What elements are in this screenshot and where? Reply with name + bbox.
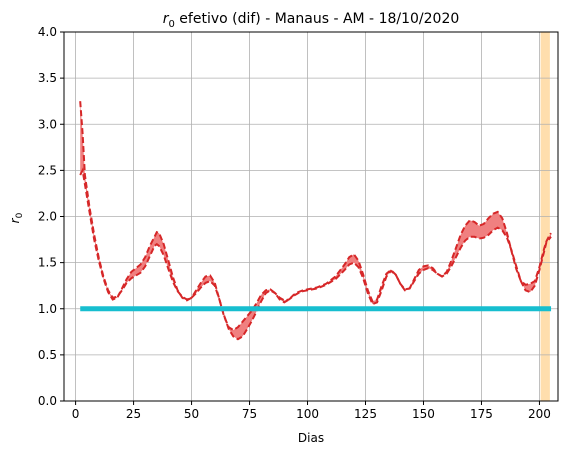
y-tick-label: 1.5 (38, 256, 57, 270)
y-tick-label: 0.0 (38, 394, 57, 408)
chart-title-text: efetivo (dif) - Manaus - AM - 18/10/2020 (175, 11, 459, 27)
y-tick-label: 3.5 (38, 71, 57, 85)
chart-title: r0 efetivo (dif) - Manaus - AM - 18/10/2… (163, 11, 460, 30)
x-tick-label: 100 (296, 407, 319, 421)
y-tick-label: 2.5 (38, 163, 57, 177)
y-axis-label-symbol: r (8, 217, 22, 223)
x-tick-label: 200 (528, 407, 551, 421)
series-line-1 (79, 101, 552, 341)
y-axis-label-subscript: 0 (15, 212, 25, 218)
x-tick-label: 25 (126, 407, 141, 421)
x-tick-label: 50 (184, 407, 199, 421)
x-tick-label: 0 (72, 407, 80, 421)
plot-area: 0 25 50 75 100 125 150 175 200 0.0 0.5 1.0 1.5 2.0 2.5… (38, 25, 559, 421)
y-tick-label: 1.0 (38, 302, 57, 316)
y-tick-label: 0.5 (38, 348, 57, 362)
chart-title-subscript: 0 (168, 19, 174, 30)
x-tick-label: 75 (242, 407, 257, 421)
series-line-2 (79, 167, 552, 332)
y-tick-label: 4.0 (38, 25, 57, 39)
y-tick-label: 3.0 (38, 117, 57, 131)
chart-title-symbol: r (163, 11, 170, 27)
x-axis-label: Dias (298, 431, 324, 445)
y-tick-label: 2.0 (38, 210, 57, 224)
x-tick-label: 175 (470, 407, 493, 421)
y-axis-label: r0 (8, 212, 25, 223)
x-tick-label: 125 (354, 407, 377, 421)
x-tick-label: 150 (412, 407, 435, 421)
